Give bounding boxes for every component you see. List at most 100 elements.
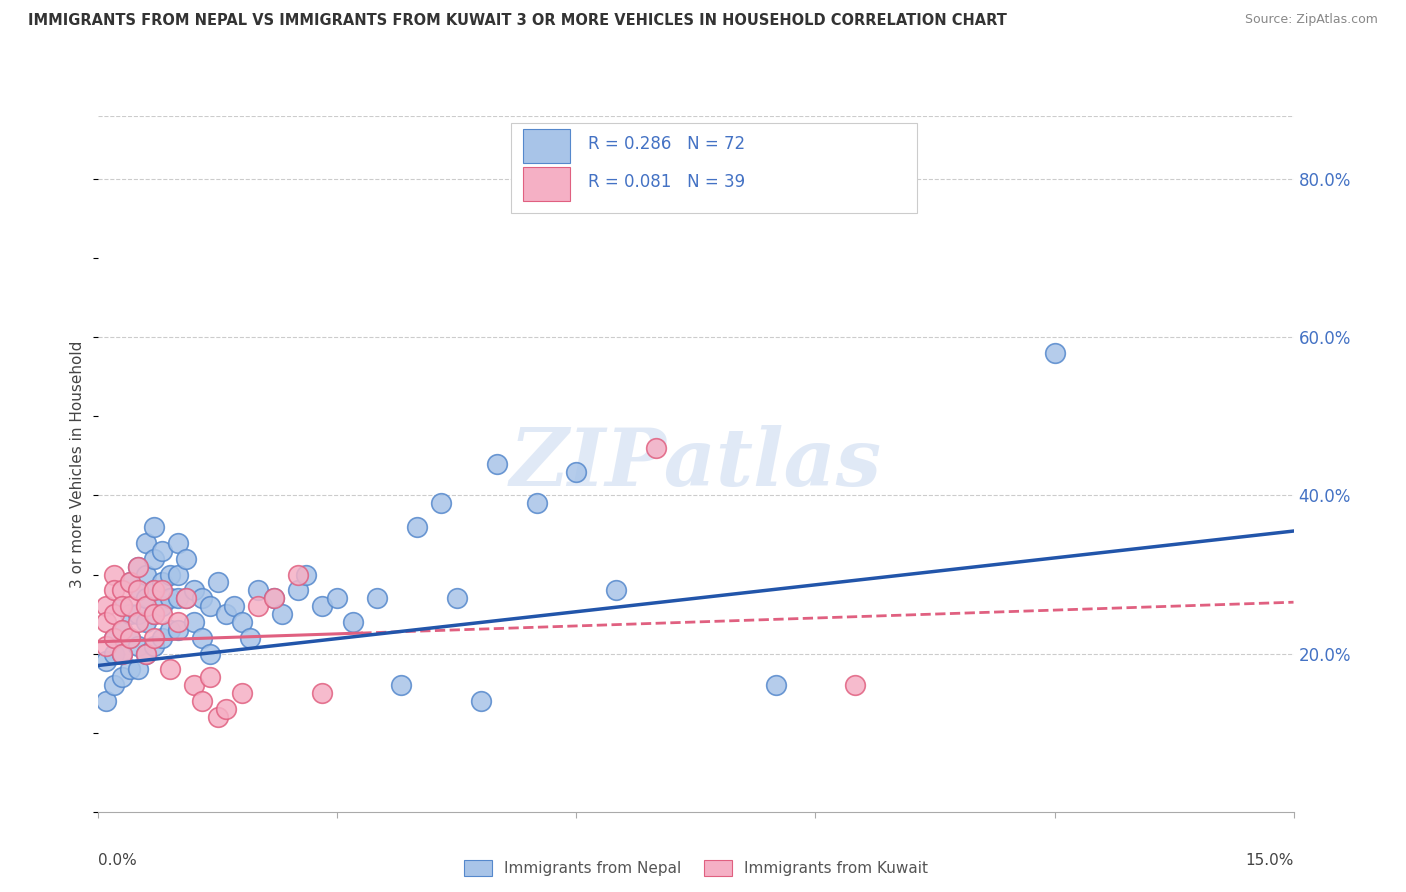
Point: [246, 599, 269, 614]
Text: IMMIGRANTS FROM NEPAL VS IMMIGRANTS FROM KUWAIT 3 OR MORE VEHICLES IN HOUSEHOLD : IMMIGRANTS FROM NEPAL VS IMMIGRANTS FROM…: [28, 13, 1007, 29]
Point: [222, 599, 245, 614]
Point: [183, 583, 205, 598]
Point: [127, 615, 149, 629]
Point: [294, 567, 316, 582]
Point: [1043, 346, 1066, 360]
Point: [366, 591, 388, 606]
Point: [120, 631, 142, 645]
Point: [135, 567, 157, 582]
Point: [150, 583, 173, 598]
Point: [526, 496, 548, 510]
Point: [150, 575, 173, 590]
Point: [287, 567, 309, 582]
Point: [111, 670, 134, 684]
Point: [406, 520, 429, 534]
Point: [143, 639, 166, 653]
Point: [127, 607, 149, 621]
Point: [215, 702, 238, 716]
Point: [135, 615, 157, 629]
Point: [844, 678, 866, 692]
Point: [231, 686, 253, 700]
Point: [207, 575, 229, 590]
Point: [470, 694, 492, 708]
Point: [311, 686, 333, 700]
Point: [159, 623, 181, 637]
Point: [342, 615, 364, 629]
Point: [150, 543, 173, 558]
Point: [96, 694, 118, 708]
Bar: [523, 129, 571, 162]
Point: [127, 639, 149, 653]
Point: [174, 551, 197, 566]
Point: [191, 694, 214, 708]
Point: [150, 607, 173, 621]
Point: [159, 591, 181, 606]
Point: [143, 631, 166, 645]
Point: [485, 457, 508, 471]
Point: [143, 583, 166, 598]
Point: [174, 591, 197, 606]
Point: [111, 599, 134, 614]
Point: [605, 583, 627, 598]
Point: [103, 647, 125, 661]
Legend: Immigrants from Nepal, Immigrants from Kuwait: Immigrants from Nepal, Immigrants from K…: [457, 852, 935, 884]
Point: [183, 678, 205, 692]
Point: [287, 583, 309, 598]
Point: [96, 599, 118, 614]
Bar: [510, 123, 917, 213]
Point: [143, 583, 166, 598]
Point: [96, 615, 118, 629]
Point: [111, 623, 134, 637]
Point: [127, 583, 149, 598]
Point: [143, 607, 166, 621]
Point: [263, 591, 285, 606]
Bar: [523, 168, 571, 201]
Point: [326, 591, 349, 606]
Text: R = 0.081   N = 39: R = 0.081 N = 39: [588, 173, 745, 191]
Point: [111, 623, 134, 637]
Point: [103, 631, 125, 645]
Point: [135, 647, 157, 661]
Point: [430, 496, 453, 510]
Point: [446, 591, 468, 606]
Point: [143, 551, 166, 566]
Point: [239, 631, 262, 645]
Point: [103, 607, 125, 621]
Point: [645, 441, 668, 455]
Point: [143, 607, 166, 621]
Point: [96, 639, 118, 653]
Point: [246, 583, 269, 598]
Point: [159, 662, 181, 676]
Point: [389, 678, 412, 692]
Point: [127, 583, 149, 598]
Point: [111, 599, 134, 614]
Point: [174, 591, 197, 606]
Text: 15.0%: 15.0%: [1246, 854, 1294, 869]
Point: [127, 559, 149, 574]
Point: [167, 615, 190, 629]
Point: [231, 615, 253, 629]
Point: [111, 647, 134, 661]
Point: [198, 647, 221, 661]
Point: [135, 599, 157, 614]
Point: [191, 591, 214, 606]
Point: [183, 615, 205, 629]
Point: [120, 662, 142, 676]
Point: [167, 623, 190, 637]
Point: [135, 647, 157, 661]
Point: [150, 631, 173, 645]
Point: [198, 670, 221, 684]
Point: [565, 465, 588, 479]
Point: [120, 631, 142, 645]
Point: [135, 536, 157, 550]
Text: 0.0%: 0.0%: [98, 854, 138, 869]
Point: [103, 631, 125, 645]
Point: [103, 583, 125, 598]
Point: [159, 567, 181, 582]
Point: [215, 607, 238, 621]
Point: [111, 583, 134, 598]
Text: Source: ZipAtlas.com: Source: ZipAtlas.com: [1244, 13, 1378, 27]
Point: [120, 607, 142, 621]
Point: [191, 631, 214, 645]
Point: [143, 520, 166, 534]
